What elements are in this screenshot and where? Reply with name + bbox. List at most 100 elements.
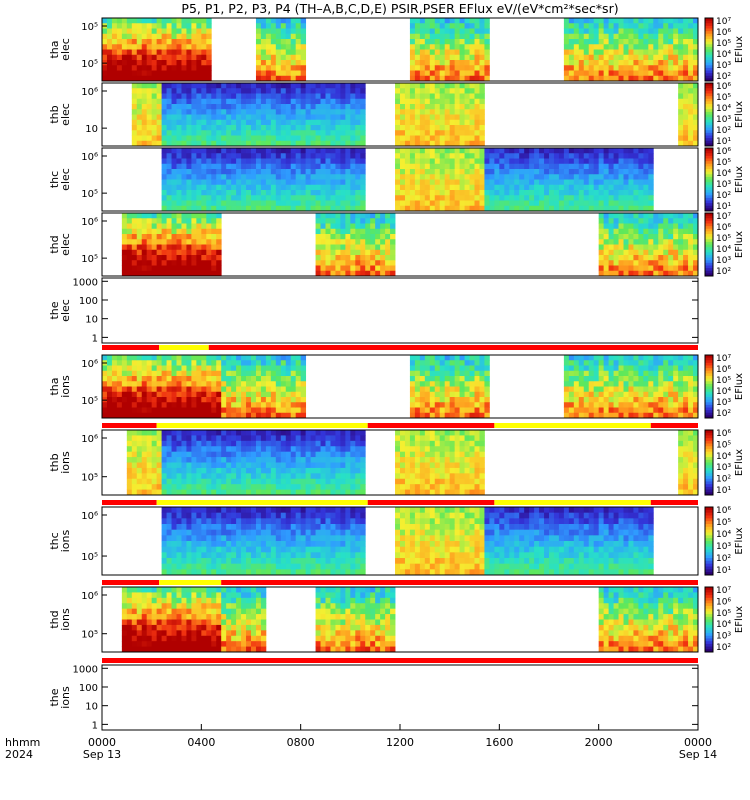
spectrogram-cell	[465, 99, 470, 105]
spectrogram-cell	[211, 366, 216, 372]
spectrogram-cell	[326, 164, 331, 170]
spectrogram-cell	[181, 99, 186, 105]
spectrogram-cell	[271, 148, 276, 154]
spectrogram-cell	[206, 218, 211, 224]
spectrogram-cell	[579, 148, 584, 154]
y-tick-label: 10⁵	[81, 396, 98, 407]
spectrogram-cell	[281, 130, 286, 136]
spectrogram-cell	[112, 355, 117, 361]
spectrogram-cell	[132, 99, 137, 105]
spectrogram-cell	[435, 397, 440, 403]
spectrogram-cell	[152, 34, 157, 40]
spectrogram-cell	[455, 366, 460, 372]
spectrogram-cell	[633, 44, 638, 50]
spectrogram-cell	[335, 180, 340, 186]
spectrogram-cell	[450, 174, 455, 180]
spectrogram-cell	[504, 174, 509, 180]
spectrogram-cell	[584, 174, 589, 180]
spectrogram-cell	[415, 104, 420, 110]
spectrogram-cell	[435, 88, 440, 94]
spectrogram-cell	[643, 245, 648, 251]
spectrogram-cell	[137, 71, 142, 77]
spectrogram-cell	[157, 430, 162, 436]
spectrogram-cell	[415, 136, 420, 142]
colorbar-step	[705, 408, 713, 411]
spectrogram-cell	[470, 71, 475, 77]
spectrogram-cell	[172, 387, 177, 393]
spectrogram-cell	[196, 260, 201, 266]
spectrogram-cell	[584, 387, 589, 393]
spectrogram-cell	[390, 260, 395, 266]
spectrogram-cell	[186, 387, 191, 393]
spectrogram-cell	[211, 381, 216, 387]
spectrogram-cell	[271, 397, 276, 403]
spectrogram-cell	[643, 55, 648, 61]
spectrogram-cell	[191, 29, 196, 35]
spectrogram-cell	[619, 201, 624, 207]
spectrogram-cell	[186, 484, 191, 490]
spectrogram-cell	[534, 195, 539, 201]
spectrogram-cell	[301, 169, 306, 175]
spectrogram-cell	[261, 355, 266, 361]
spectrogram-cell	[157, 94, 162, 100]
spectrogram-cell	[589, 201, 594, 207]
spectrogram-cell	[574, 366, 579, 372]
spectrogram-cell	[569, 169, 574, 175]
spectrogram-cell	[624, 195, 629, 201]
colorbar-step	[705, 221, 713, 224]
spectrogram-cell	[102, 392, 107, 398]
spectrogram-cell	[167, 65, 172, 71]
spectrogram-cell	[261, 159, 266, 165]
colorbar-step	[705, 193, 713, 196]
spectrogram-cell	[286, 115, 291, 121]
spectrogram-cell	[137, 468, 142, 474]
spectrogram-cell	[326, 224, 331, 230]
spectrogram-cell	[167, 435, 172, 441]
colorbar-step	[705, 410, 713, 413]
spectrogram-cell	[430, 153, 435, 159]
spectrogram-cell	[663, 234, 668, 240]
spectrogram-cell	[440, 174, 445, 180]
spectrogram-cell	[236, 185, 241, 191]
spectrogram-cell	[256, 366, 261, 372]
spectrogram-cell	[122, 229, 127, 235]
spectrogram-cell	[445, 130, 450, 136]
spectrogram-cell	[638, 402, 643, 408]
spectrogram-cell	[475, 366, 480, 372]
spectrogram-cell	[321, 190, 326, 196]
spectrogram-cell	[624, 50, 629, 56]
spectrogram-cell	[127, 366, 132, 372]
spectrogram-cell	[584, 65, 589, 71]
spectrogram-cell	[246, 371, 251, 377]
spectrogram-cell	[599, 169, 604, 175]
spectrogram-cell	[251, 392, 256, 398]
y-tick-label: 10⁵	[81, 22, 98, 33]
spectrogram-cell	[196, 435, 201, 441]
spectrogram-cell	[181, 130, 186, 136]
spectrogram-cell	[211, 185, 216, 191]
spectrogram-cell	[355, 174, 360, 180]
spectrogram-cell	[425, 195, 430, 201]
colorbar-step	[705, 57, 713, 60]
spectrogram-cell	[475, 195, 480, 201]
spectrogram-cell	[440, 159, 445, 165]
spectrogram-cell	[465, 55, 470, 61]
spectrogram-cell	[162, 104, 167, 110]
colorbar-step	[705, 21, 713, 24]
spectrogram-cell	[167, 376, 172, 382]
spectrogram-cell	[599, 376, 604, 382]
spectrogram-cell	[172, 224, 177, 230]
spectrogram-cell	[167, 355, 172, 361]
spectrogram-cell	[221, 88, 226, 94]
spectrogram-cell	[172, 479, 177, 485]
spectrogram-cell	[579, 71, 584, 77]
spectrogram-cell	[261, 201, 266, 207]
spectrogram-cell	[132, 441, 137, 447]
spectrogram-cell	[172, 402, 177, 408]
spectrogram-cell	[420, 360, 425, 366]
spectrogram-cell	[643, 29, 648, 35]
spectrogram-cell	[549, 180, 554, 186]
spectrogram-cell	[604, 381, 609, 387]
spectrogram-cell	[122, 360, 127, 366]
spectrogram-cell	[420, 55, 425, 61]
